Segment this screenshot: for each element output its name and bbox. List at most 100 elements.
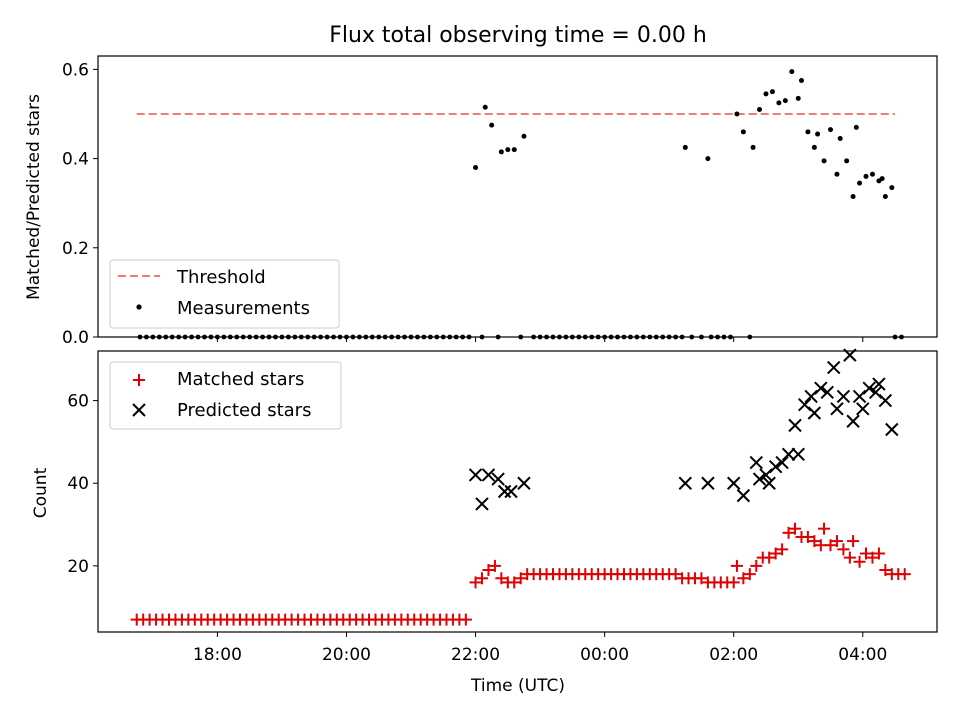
measurement-zero-point-0: [137, 334, 143, 340]
measurement-zero-point-52: [479, 334, 485, 340]
measurement-zero-point-73: [647, 334, 653, 340]
measurement-zero-point-46: [434, 334, 440, 340]
bottom-legend-box: [109, 361, 342, 430]
predicted-point-17: [781, 447, 796, 462]
predicted-point-21: [804, 389, 818, 404]
measurement-zero-point-57: [544, 334, 549, 340]
measurement-zero-point-22: [279, 334, 285, 340]
matched-point-100: [776, 543, 789, 556]
measurement-zero-point-23: [285, 334, 291, 340]
top-legend: Threshold Measurements: [109, 259, 340, 329]
measurement-point-36: [889, 185, 895, 191]
measurement-zero-point-13: [221, 334, 227, 340]
matched-point-96: [750, 559, 763, 572]
measurement-point-21: [811, 144, 817, 150]
matched-point-75: [669, 568, 682, 581]
predicted-point-24: [820, 385, 834, 400]
measurement-zero-point-75: [660, 334, 666, 340]
measurement-zero-point-41: [402, 334, 407, 340]
measurement-zero-point-51: [466, 334, 472, 340]
x-tick-label-5: 04:00: [838, 645, 887, 665]
measurement-zero-point-1: [144, 334, 149, 340]
predicted-point-30: [852, 389, 867, 404]
measurement-zero-point-18: [253, 334, 259, 340]
legend-threshold-label: Threshold: [176, 267, 266, 288]
measurement-zero-point-26: [305, 334, 311, 340]
measurement-zero-point-81: [708, 334, 714, 340]
measurement-zero-point-19: [260, 334, 265, 340]
measurement-point-0: [473, 165, 479, 171]
measurement-point-29: [853, 124, 859, 130]
matched-point-104: [801, 530, 814, 543]
measurement-zero-point-36: [369, 334, 375, 340]
measurement-zero-point-45: [427, 334, 433, 340]
bottom-y-tick-label-1: 40: [67, 474, 89, 494]
predicted-point-3: [491, 472, 505, 486]
predicted-point-35: [878, 393, 893, 408]
measurement-zero-point-79: [689, 334, 695, 340]
measurement-zero-point-15: [234, 334, 240, 340]
predicted-point-9: [726, 476, 741, 490]
legend-measurements-swatch: [136, 304, 142, 310]
measurement-zero-point-77: [673, 334, 679, 340]
measurement-zero-point-44: [421, 334, 427, 340]
measurement-zero-point-29: [324, 334, 330, 340]
measurement-zero-point-47: [440, 334, 446, 340]
measurement-point-35: [882, 194, 888, 199]
measurement-point-9: [734, 111, 740, 117]
measurement-zero-point-87: [899, 334, 904, 340]
measurement-zero-point-40: [395, 334, 401, 340]
bottom-y-axis: 20 40 60: [67, 392, 98, 577]
predicted-point-5: [504, 484, 518, 499]
predicted-point-0: [468, 468, 483, 482]
top-legend-box: [109, 259, 340, 329]
measurement-zero-point-71: [634, 334, 640, 340]
matched-point-111: [843, 551, 856, 564]
measurement-point-5: [511, 147, 517, 153]
matched-point-110: [837, 543, 850, 556]
measurement-zero-point-16: [240, 334, 246, 340]
measurement-zero-point-8: [189, 334, 194, 340]
measurement-zero-point-72: [640, 334, 646, 340]
matched-point-99: [769, 547, 782, 560]
measurement-zero-point-86: [892, 334, 898, 340]
bottom-panel: 20 40 60 18:00 20:00 22:00 00:00 02:00 04:00 Co…: [31, 348, 938, 696]
measurement-zero-point-76: [666, 334, 672, 340]
predicted-point-29: [846, 414, 860, 428]
measurement-zero-point-80: [699, 334, 704, 340]
top-y-tick-label-3: 0.6: [62, 60, 89, 80]
measurement-point-30: [857, 180, 863, 186]
matched-point-101: [782, 526, 795, 539]
measurement-point-25: [834, 171, 840, 177]
measurement-zero-point-50: [460, 334, 466, 340]
measurement-zero-point-78: [679, 334, 685, 340]
predicted-point-6: [517, 476, 531, 490]
matched-point-51: [459, 613, 472, 626]
bottom-y-tick-label-0: 20: [67, 557, 89, 577]
measurement-zero-point-54: [518, 334, 524, 340]
x-tick-label-3: 00:00: [580, 645, 629, 665]
matched-point-112: [847, 535, 860, 548]
predicted-point-2: [481, 468, 496, 482]
matched-point-87: [695, 572, 708, 585]
matched-point-117: [879, 564, 892, 577]
matched-point-93: [730, 559, 743, 572]
measurement-zero-point-42: [408, 334, 414, 340]
measurement-zero-point-35: [363, 334, 369, 340]
measurement-zero-point-61: [569, 334, 575, 340]
legend-matched-swatch: [133, 374, 145, 386]
measurement-point-24: [828, 127, 834, 133]
measurement-zero-point-37: [376, 334, 382, 340]
bottom-x-axis: 18:00 20:00 22:00 00:00 02:00 04:00: [193, 632, 887, 665]
top-y-axis: 0.0 0.2 0.4 0.6: [62, 60, 98, 348]
x-tick-label-1: 20:00: [322, 645, 371, 665]
measurement-zero-point-82: [715, 334, 720, 340]
bottom-y-axis-label: Count: [31, 467, 51, 518]
matched-point-102: [789, 522, 802, 535]
measurement-zero-point-63: [582, 334, 588, 340]
matched-point-120: [898, 568, 911, 581]
top-y-axis-label: Matched/Predicted stars: [24, 94, 44, 300]
measurement-zero-point-84: [728, 334, 733, 340]
predicted-point-31: [856, 402, 870, 416]
